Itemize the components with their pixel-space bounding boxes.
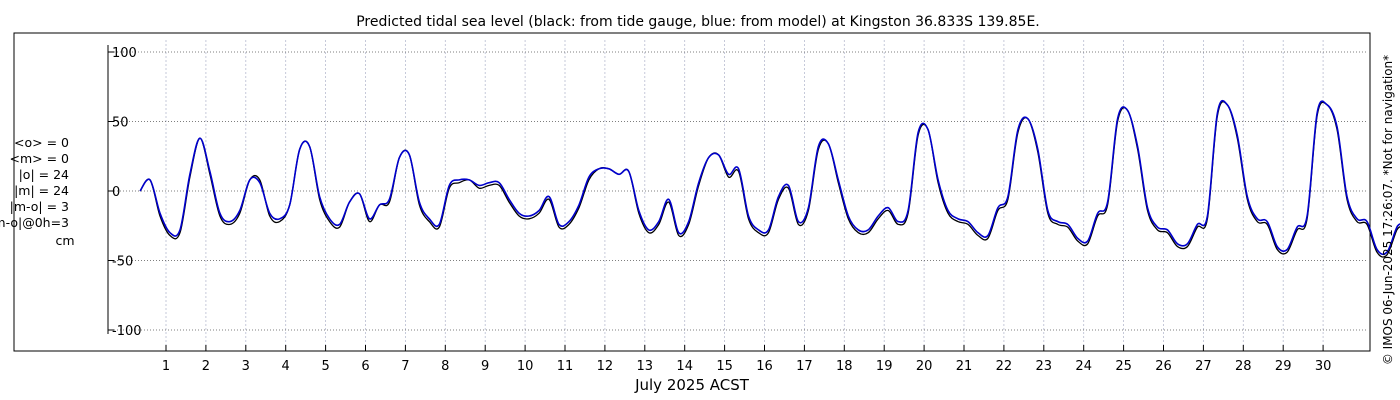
- x-tick-label-2: 2: [202, 359, 210, 374]
- x-tick-label-17: 17: [796, 359, 813, 374]
- stats-box: <o> = 0 <m> = 0 |o| = 24 |m| = 24 |m-o| …: [0, 135, 75, 248]
- series-line-model: [139, 99, 1400, 256]
- x-tick-label-4: 4: [282, 359, 290, 374]
- y-tick-label-100: 100: [112, 46, 137, 61]
- stat-abs-diff: |m-o| = 3: [10, 199, 69, 214]
- chart-title: Predicted tidal sea level (black: from t…: [356, 14, 1040, 30]
- x-tick-label-8: 8: [441, 359, 449, 374]
- x-tick-label-13: 13: [637, 359, 654, 374]
- stat-abs-model: |m| = 24: [14, 183, 69, 198]
- y-tick-label-0: 0: [112, 185, 120, 200]
- x-tick-label-27: 27: [1195, 359, 1212, 374]
- x-tick-label-24: 24: [1075, 359, 1092, 374]
- x-tick-label-18: 18: [836, 359, 853, 374]
- horizontal-gridlines: [108, 51, 1368, 331]
- x-tick-label-22: 22: [996, 359, 1013, 374]
- series-layer: [139, 99, 1400, 258]
- x-tick-label-29: 29: [1275, 359, 1292, 374]
- x-tick-label-10: 10: [517, 359, 534, 374]
- x-tick-label-9: 9: [481, 359, 489, 374]
- x-tick-label-16: 16: [756, 359, 773, 374]
- vertical-gridlines: [165, 40, 1324, 346]
- stat-unit: cm: [55, 233, 74, 248]
- x-tick-label-14: 14: [676, 359, 693, 374]
- y-tick-label-50: 50: [112, 116, 129, 131]
- x-tick-label-3: 3: [242, 359, 250, 374]
- x-tick-label-23: 23: [1036, 359, 1053, 374]
- x-tick-label-12: 12: [597, 359, 614, 374]
- stat-mean-model: <m> = 0: [10, 151, 70, 166]
- stat-abs-diff-0h: |m-o|@0h=3: [0, 215, 69, 230]
- y-tick-label--50: -50: [112, 255, 133, 270]
- x-tick-label-7: 7: [401, 359, 409, 374]
- x-tick-label-20: 20: [916, 359, 933, 374]
- stat-mean-obs: <o> = 0: [14, 135, 69, 150]
- x-tick-label-26: 26: [1155, 359, 1172, 374]
- y-tick-label--100: -100: [112, 324, 142, 339]
- x-tick-label-19: 19: [876, 359, 893, 374]
- x-tick-label-15: 15: [716, 359, 733, 374]
- x-tick-label-25: 25: [1115, 359, 1132, 374]
- x-tick-label-30: 30: [1315, 359, 1332, 374]
- stat-abs-obs: |o| = 24: [19, 167, 69, 182]
- x-tick-label-5: 5: [321, 359, 329, 374]
- x-axis-label: July 2025 ACST: [634, 376, 750, 394]
- x-tick-label-11: 11: [557, 359, 574, 374]
- series-line-tide-gauge: [139, 101, 1400, 258]
- x-tick-label-28: 28: [1235, 359, 1252, 374]
- x-axis-ticks: 1 2 3 4 5 6 7 8 9 10 11 12 13 14 15 16 17 18 19 20 21 22 23 24 2…: [162, 345, 1332, 374]
- credit-text: © IMOS 06-Jun-2025 17:26:07. *Not for na…: [1381, 55, 1395, 365]
- x-tick-label-6: 6: [361, 359, 369, 374]
- y-axis-ticks: 100 50 0 -50 -100: [108, 46, 142, 339]
- plot-frame: [13, 32, 1371, 352]
- x-tick-label-21: 21: [956, 359, 973, 374]
- x-tick-label-1: 1: [162, 359, 170, 374]
